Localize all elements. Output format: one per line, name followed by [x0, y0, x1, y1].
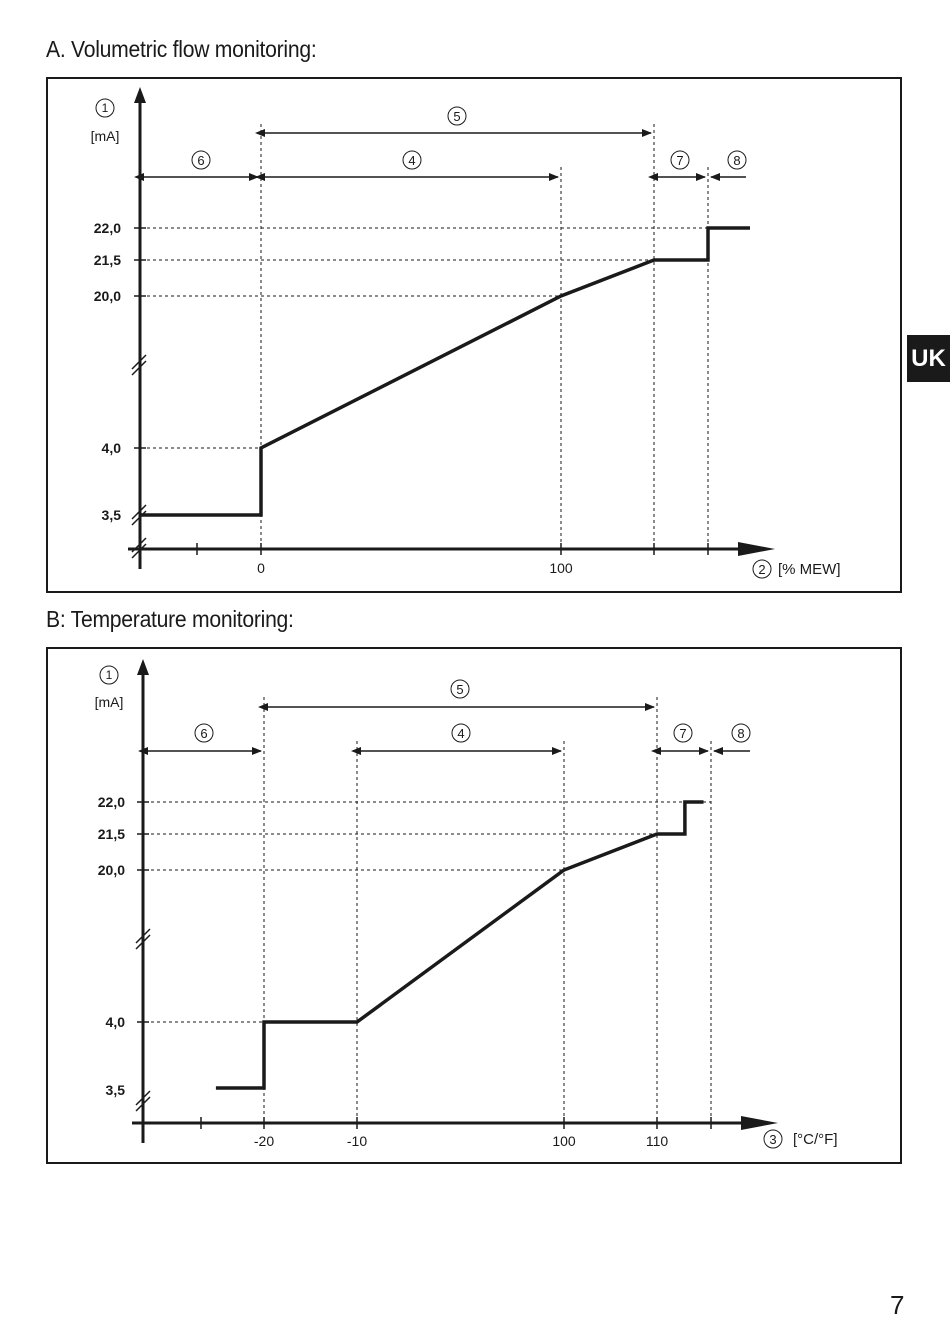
- range-label-4: 4: [457, 726, 464, 741]
- axes: [128, 87, 775, 569]
- y-tick-label: 20,0: [94, 288, 121, 304]
- y-tick-label: 3,5: [106, 1082, 126, 1098]
- x-axis-label-group: 3 [°C/°F]: [763, 1129, 838, 1149]
- x-axis-label-group: 2 [% MEW]: [752, 559, 841, 579]
- guide-lines: [141, 124, 709, 545]
- range-label-6: 6: [197, 153, 204, 168]
- y-tick-label: 21,5: [94, 252, 121, 268]
- language-tab: UK: [907, 335, 950, 382]
- range-label-5: 5: [453, 109, 460, 124]
- series-line-output-current: [215, 800, 704, 1090]
- y-tick-label: 4,0: [102, 440, 122, 456]
- x-tick-label: -10: [347, 1133, 367, 1149]
- range-label-4: 4: [408, 153, 415, 168]
- x-tick-label: 100: [549, 560, 573, 576]
- page-number: 7: [890, 1290, 905, 1320]
- y-axis-unit: [mA]: [95, 694, 124, 710]
- x-axis-marker: 3: [769, 1132, 776, 1147]
- range-label-7: 7: [676, 153, 683, 168]
- y-axis-label-group: 1 [mA]: [95, 665, 124, 710]
- range-labels: 5 6 4 7 8: [191, 106, 747, 170]
- chart-temperature: 1 [mA] 22,0 21,5 20,0 4,0 3,5 5: [95, 659, 838, 1149]
- y-tick-label: 4,0: [106, 1014, 126, 1030]
- x-tick-label: 100: [552, 1133, 576, 1149]
- y-tick-label: 3,5: [102, 507, 122, 523]
- range-label-8: 8: [733, 153, 740, 168]
- x-axis-unit: [% MEW]: [778, 561, 841, 578]
- y-axis-label-group: 1 [mA]: [91, 98, 120, 144]
- axes: [132, 659, 778, 1143]
- y-axis-marker: 1: [102, 101, 109, 115]
- y-tick-label: 20,0: [98, 862, 125, 878]
- series-line-output-current: [141, 226, 750, 517]
- y-tick-label: 22,0: [94, 220, 121, 236]
- x-tick-label: 110: [646, 1133, 669, 1149]
- section-title-volumetric-flow: A. Volumetric flow monitoring:: [46, 36, 317, 62]
- chart-panel-temperature: 1 [mA] 22,0 21,5 20,0 4,0 3,5 5: [46, 647, 902, 1164]
- range-label-6: 6: [200, 726, 207, 741]
- range-label-5: 5: [456, 682, 463, 697]
- y-tick-label: 22,0: [98, 794, 125, 810]
- x-axis-marker: 2: [758, 562, 765, 577]
- guide-lines: [145, 697, 712, 1119]
- range-label-8: 8: [737, 726, 744, 741]
- section-title-temperature: B: Temperature monitoring:: [46, 606, 294, 632]
- y-axis-unit: [mA]: [91, 128, 120, 144]
- x-tick-label: 0: [257, 560, 265, 576]
- range-labels: 5 6 4 7 8: [194, 679, 751, 743]
- y-tick-label: 21,5: [98, 826, 125, 842]
- range-arrows: [134, 129, 746, 181]
- chart-volumetric-flow: 1 [mA] 22,0 21,5 20,0 4,0 3,5: [91, 87, 841, 579]
- x-tick-label: -20: [254, 1133, 274, 1149]
- range-label-7: 7: [679, 726, 686, 741]
- x-axis-unit: [°C/°F]: [793, 1131, 838, 1148]
- range-arrows: [138, 703, 750, 755]
- y-axis-marker: 1: [106, 668, 113, 682]
- chart-panel-volumetric-flow: 1 [mA] 22,0 21,5 20,0 4,0 3,5: [46, 77, 902, 593]
